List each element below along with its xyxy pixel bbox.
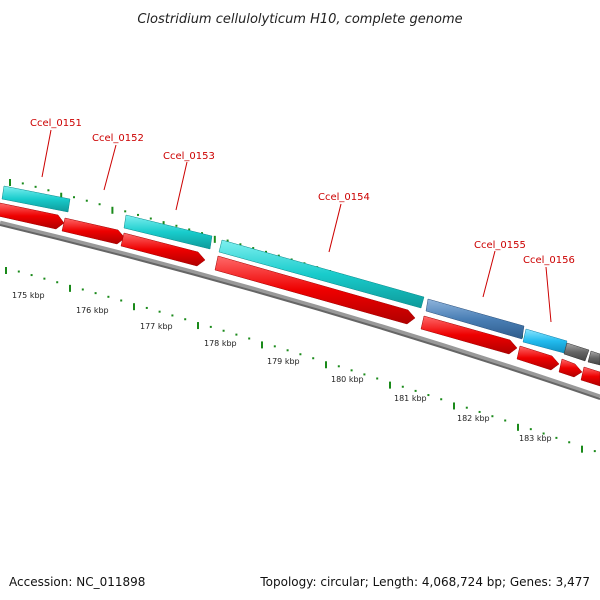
forward-gene-ccel-0151[interactable] [1, 185, 71, 213]
leader-line [545, 266, 552, 323]
leader-line [482, 250, 496, 298]
gene-label-leaders [41, 129, 552, 323]
reverse-gene-2[interactable] [61, 217, 126, 245]
kbp-label: 175 kbp [12, 291, 45, 300]
kbp-label: 178 kbp [204, 339, 237, 348]
kbp-label: 180 kbp [331, 375, 364, 384]
reverse-gene-3[interactable] [120, 232, 206, 267]
reverse-gene-4[interactable] [214, 255, 416, 325]
gene-label-ccel-0151[interactable]: Ccel_0151 [30, 118, 82, 129]
kbp-label: 179 kbp [267, 357, 300, 366]
leader-line [328, 203, 342, 253]
reverse-gene-8[interactable] [580, 366, 600, 387]
accession-text: Accession: NC_011898 [9, 575, 145, 589]
reverse-strand-features [0, 202, 600, 387]
forward-strand-features [1, 185, 600, 366]
forward-gene-ccel-0156[interactable] [522, 328, 568, 354]
reverse-gene-7[interactable] [558, 358, 583, 378]
leader-line [175, 161, 188, 211]
forward-gene-ccel-0153[interactable] [123, 214, 213, 250]
map-title: Clostridium cellulolyticum H10, complete… [137, 12, 462, 27]
gene-labels: Ccel_0151 Ccel_0152 Ccel_0153 Ccel_0154 … [30, 118, 575, 266]
leader-line [103, 144, 117, 191]
kbp-label: 177 kbp [140, 322, 173, 331]
kbp-label: 183 kbp [519, 434, 552, 443]
gene-label-ccel-0155[interactable]: Ccel_0155 [474, 240, 526, 251]
topology-summary: Topology: circular; Length: 4,068,724 bp… [259, 575, 590, 589]
kbp-label: 182 kbp [457, 414, 490, 423]
forward-gene-ccel-0154[interactable] [218, 239, 425, 309]
gene-label-ccel-0152[interactable]: Ccel_0152 [92, 133, 144, 144]
genome-backbone [0, 220, 600, 400]
kbp-ruler-ticks [5, 267, 596, 453]
reverse-gene-6[interactable] [516, 345, 560, 371]
kbp-labels: 175 kbp 176 kbp 177 kbp 178 kbp 179 kbp … [12, 291, 552, 443]
gene-label-ccel-0154[interactable]: Ccel_0154 [318, 192, 370, 203]
leader-line [41, 129, 52, 178]
gene-label-ccel-0156[interactable]: Ccel_0156 [523, 255, 575, 266]
genome-backbone-shadow [0, 224, 600, 400]
reverse-gene-5[interactable] [420, 315, 518, 355]
forward-feature-other-2[interactable] [587, 350, 600, 366]
kbp-label: 176 kbp [76, 306, 109, 315]
reverse-gene-1[interactable] [0, 202, 65, 230]
forward-feature-other-1[interactable] [563, 342, 590, 362]
forward-gene-ccel-0155[interactable] [425, 298, 525, 340]
gene-label-ccel-0153[interactable]: Ccel_0153 [163, 151, 215, 162]
kbp-label: 181 kbp [394, 394, 427, 403]
